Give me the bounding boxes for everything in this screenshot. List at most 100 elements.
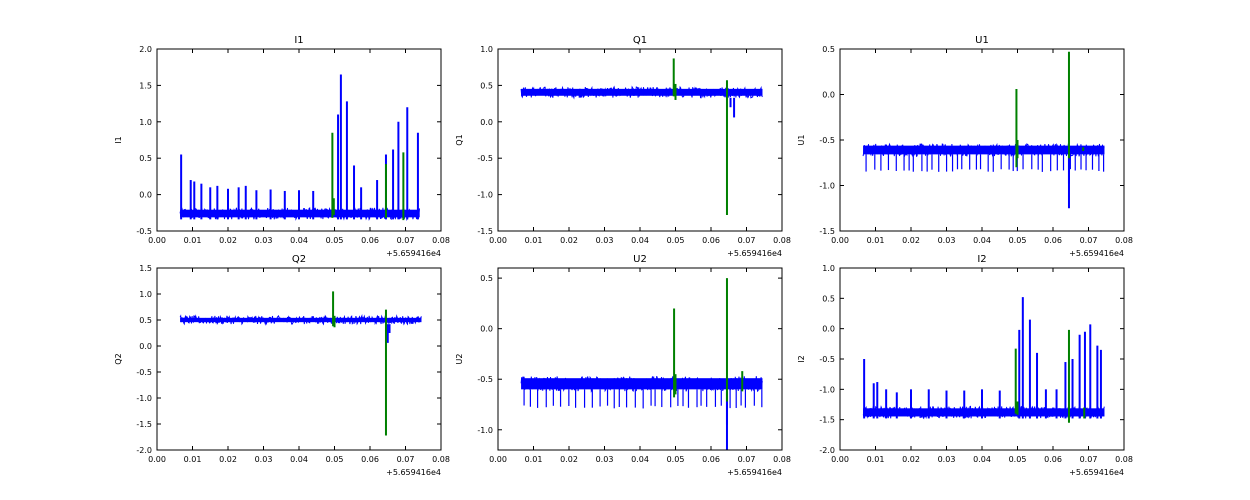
x-tick-label: 0.04	[290, 236, 308, 245]
x-tick-label: 0.07	[1080, 455, 1098, 464]
x-tick-label: 0.03	[255, 236, 273, 245]
plot-area	[862, 297, 1105, 423]
axes-frame	[839, 48, 1125, 232]
y-tick-label: 0.5	[139, 154, 152, 163]
chart-title: I1	[294, 35, 303, 46]
x-tick-label: 0.08	[1115, 455, 1133, 464]
x-tick-label: 0.00	[148, 455, 166, 464]
subplot-I2: 0.00 0.01 0.02 0.03 0.04 0.05 0.06 0.07 0.08 -2.0…	[797, 254, 1133, 477]
x-tick-label: 0.04	[631, 455, 649, 464]
x-tick-label: 0.00	[831, 236, 849, 245]
x-tick-label: 0.08	[432, 455, 450, 464]
y-axis-label: U1	[797, 135, 806, 146]
y-tick-label: 0.5	[480, 81, 493, 90]
x-tick-label: 0.03	[938, 236, 956, 245]
plot-area	[862, 51, 1105, 209]
plot-area	[520, 278, 763, 450]
x-tick-label: 0.01	[525, 236, 543, 245]
x-tick-label: 0.01	[525, 455, 543, 464]
x-tick-label: 0.01	[867, 455, 885, 464]
x-tick-label: 0.07	[738, 455, 756, 464]
y-tick-label: 0.0	[480, 325, 493, 334]
x-tick-label: 0.02	[219, 455, 237, 464]
y-tick-label: 1.5	[139, 81, 152, 90]
y-tick-label: -1.0	[477, 191, 493, 200]
series-band	[863, 145, 1105, 155]
chart-title: U2	[633, 254, 647, 265]
x-tick-label: 0.01	[184, 236, 202, 245]
y-tick-label: -1.0	[477, 426, 493, 435]
x-offset-label: +5.659416e4	[727, 249, 782, 258]
y-tick-label: -2.0	[819, 446, 835, 455]
x-tick-label: 0.08	[773, 236, 791, 245]
x-tick-label: 0.06	[702, 236, 720, 245]
x-tick-label: 0.05	[1009, 236, 1027, 245]
x-tick-label: 0.00	[831, 455, 849, 464]
x-offset-label: +5.659416e4	[1069, 249, 1124, 258]
x-tick-label: 0.00	[489, 455, 507, 464]
x-tick-label: 0.05	[326, 236, 344, 245]
x-tick-label: 0.06	[361, 236, 379, 245]
y-tick-label: -1.0	[819, 385, 835, 394]
y-tick-label: -1.5	[477, 227, 493, 236]
chart-title: Q1	[633, 35, 647, 46]
x-offset-label: +5.659416e4	[386, 249, 441, 258]
x-tick-label: 0.04	[290, 455, 308, 464]
y-tick-label: -0.5	[819, 355, 835, 364]
x-tick-label: 0.04	[973, 236, 991, 245]
y-axis-label: Q2	[114, 353, 123, 364]
x-offset-label: +5.659416e4	[386, 468, 441, 477]
y-axis-label: I2	[797, 355, 806, 362]
plot-area	[520, 58, 763, 215]
y-tick-label: 0.0	[139, 191, 152, 200]
axes-frame	[839, 267, 1125, 451]
y-tick-label: -1.5	[136, 420, 152, 429]
y-tick-label: 0.5	[480, 274, 493, 283]
axes-frame	[497, 48, 783, 232]
subplot-Q1: 0.00 0.01 0.02 0.03 0.04 0.05 0.06 0.07 0.08 -1.5…	[455, 35, 791, 258]
x-offset-label: +5.659416e4	[727, 468, 782, 477]
y-tick-label: -1.5	[819, 227, 835, 236]
x-tick-label: 0.07	[738, 236, 756, 245]
x-tick-label: 0.08	[1115, 236, 1133, 245]
y-tick-label: -1.5	[819, 416, 835, 425]
chart-title: Q2	[292, 254, 306, 265]
x-tick-label: 0.01	[867, 236, 885, 245]
chart-title: I2	[977, 254, 986, 265]
x-tick-label: 0.04	[973, 455, 991, 464]
x-tick-label: 0.03	[596, 236, 614, 245]
series-band	[180, 317, 422, 323]
subplot-I1: 0.00 0.01 0.02 0.03 0.04 0.05 0.06 0.07 0.08 -0.5…	[114, 35, 450, 258]
x-tick-label: 0.06	[702, 455, 720, 464]
y-axis-label: Q1	[455, 134, 464, 145]
subplot-U1: 0.00 0.01 0.02 0.03 0.04 0.05 0.06 0.07 0.08 -1.5…	[797, 35, 1133, 258]
axes-frame	[156, 267, 442, 451]
x-tick-label: 0.06	[1044, 236, 1062, 245]
series-band	[863, 408, 1105, 417]
y-axis-label: U2	[455, 354, 464, 365]
y-tick-label: 0.0	[139, 342, 152, 351]
series-band	[521, 378, 763, 390]
y-tick-label: -0.5	[477, 375, 493, 384]
x-tick-label: 0.08	[432, 236, 450, 245]
x-tick-label: 0.05	[667, 455, 685, 464]
plot-area	[179, 74, 420, 222]
y-tick-label: 0.0	[480, 118, 493, 127]
x-tick-label: 0.08	[773, 455, 791, 464]
y-axis-label: I1	[114, 136, 123, 143]
x-tick-label: 0.05	[326, 455, 344, 464]
x-tick-label: 0.03	[255, 455, 273, 464]
y-tick-label: 1.0	[822, 264, 835, 273]
y-tick-label: -0.5	[136, 227, 152, 236]
x-tick-label: 0.07	[397, 236, 415, 245]
plot-area	[179, 291, 422, 436]
x-tick-label: 0.05	[667, 236, 685, 245]
x-tick-label: 0.01	[184, 455, 202, 464]
x-tick-label: 0.00	[148, 236, 166, 245]
x-tick-label: 0.02	[902, 455, 920, 464]
y-tick-label: 0.0	[822, 325, 835, 334]
x-tick-label: 0.02	[560, 236, 578, 245]
y-tick-label: -0.5	[819, 136, 835, 145]
chart-title: U1	[975, 35, 989, 46]
